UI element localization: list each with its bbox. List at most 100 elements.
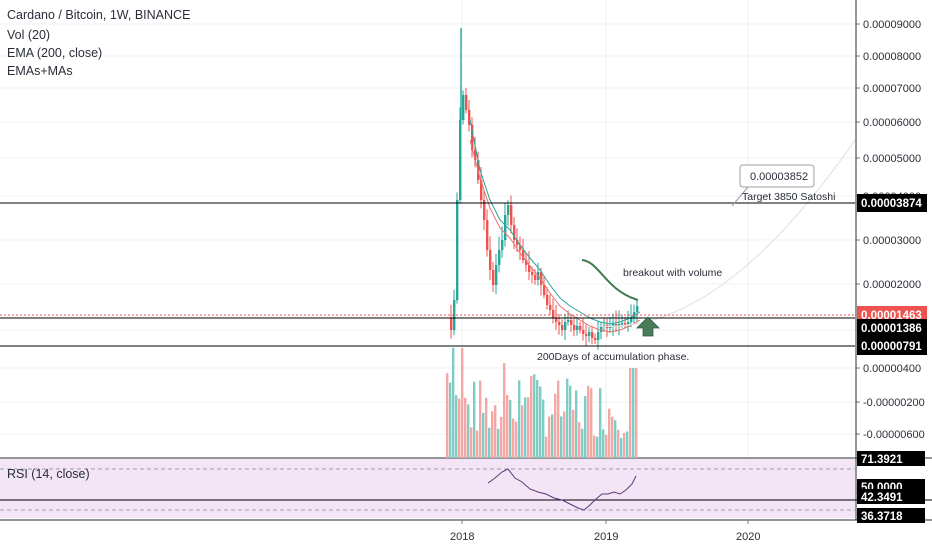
volume-bar [497,428,500,458]
annotation-breakout: breakout with volume [623,267,722,279]
candle-body [519,245,522,250]
ma-line [469,139,641,333]
rsi-label-box [857,508,925,523]
candle-body [615,324,618,326]
volume-bar [590,388,593,458]
candle-body [600,326,603,332]
volume-bar [593,435,596,458]
indicator-vol-label[interactable]: Vol (20) [7,28,51,42]
indicator-ema-label[interactable]: EMA (200, close) [7,46,103,60]
volume-bar [617,429,620,458]
candle-body [552,310,555,318]
callout-text: 0.00003852 [750,171,808,183]
price-tick-label: 0.00007000 [863,83,921,95]
candle-body [588,332,591,336]
volume-bar [542,399,545,458]
callout-box [739,164,815,188]
rsi-pane-background [0,459,855,518]
candle-body [483,200,486,220]
candle-body [531,272,534,275]
candle-body [636,306,639,312]
candle-body [504,215,507,240]
volume-bar [623,432,626,458]
price-label-text: 0.00003874 [861,198,922,210]
candle-body [465,95,468,110]
time-tick-label: 2018 [450,531,474,543]
candle-body [582,330,585,334]
candle-body [516,240,519,245]
volume-bar [467,404,470,458]
price-label-text: 0.00001386 [861,323,922,335]
volume-bar [581,428,584,458]
volume-bar [449,382,452,458]
volume-bar [506,395,509,458]
volume-bar [575,390,578,458]
candle-body [555,318,558,322]
candle-body [486,220,489,250]
candle-body [618,324,621,326]
volume-bar [572,409,575,458]
volume-bar [602,429,605,458]
candle-body [546,295,549,305]
candle-body [480,180,483,200]
candle-body [534,275,537,280]
volume-bar [530,375,533,458]
price-tick-label: 0.00003000 [863,235,921,247]
candle-body [450,318,453,330]
volume-bar [611,416,614,458]
callout-pointer [731,186,749,207]
volume-bar [536,379,539,458]
candle-body [492,270,495,285]
candle-body [627,322,630,324]
up-arrow-icon [636,316,660,337]
volume-bar [608,408,611,458]
candle-body [591,332,594,338]
volume-bar [587,385,590,458]
price-label-box [857,337,927,355]
volume-bar [455,395,458,458]
volume-bar [473,381,476,458]
candle-body [567,320,570,322]
volume-bar [533,374,536,458]
volume-bar [599,388,602,458]
volume-bar [563,411,566,458]
price-tick-label: -0.00000600 [863,429,925,441]
volume-bar [545,436,548,458]
volume-bar [485,397,488,458]
candle-body [459,120,462,200]
indicator-emas-mas-label[interactable]: EMAs+MAs [7,64,73,78]
candle-body [585,334,588,336]
time-tick-label: 2019 [594,531,618,543]
volume-bar [461,348,464,458]
volume-bar [488,427,491,458]
candle-body [621,323,624,325]
rsi-label-text: 36.3718 [861,511,903,523]
candle-body [498,250,501,265]
volume-bar [584,396,587,458]
volume-bar [518,380,521,458]
price-label-text: 0.00000791 [861,341,922,353]
projection-curve [597,139,856,327]
candle-body [471,125,474,150]
volume-bar [470,427,473,458]
candle-body [507,205,510,215]
rsi-label-text: 71.3921 [861,454,903,466]
annotation-accumulation: 200Days of accumulation phase. [537,351,689,363]
candle-body [564,322,567,330]
rsi-label-box [857,451,925,466]
volume-bar [503,363,506,458]
volume-bar [524,397,527,458]
volume-bar [494,405,497,458]
ema-line [469,119,641,325]
volume-bar [551,414,554,458]
volume-bar [509,399,512,458]
volume-bar [446,373,449,458]
price-label-box [857,194,927,212]
candle-body [624,323,627,325]
rsi-legend-label[interactable]: RSI (14, close) [7,467,90,481]
candle-body [570,320,573,325]
rsi-label-text: 42.3491 [861,492,903,504]
candle-body [462,95,465,120]
volume-bar [560,416,563,458]
